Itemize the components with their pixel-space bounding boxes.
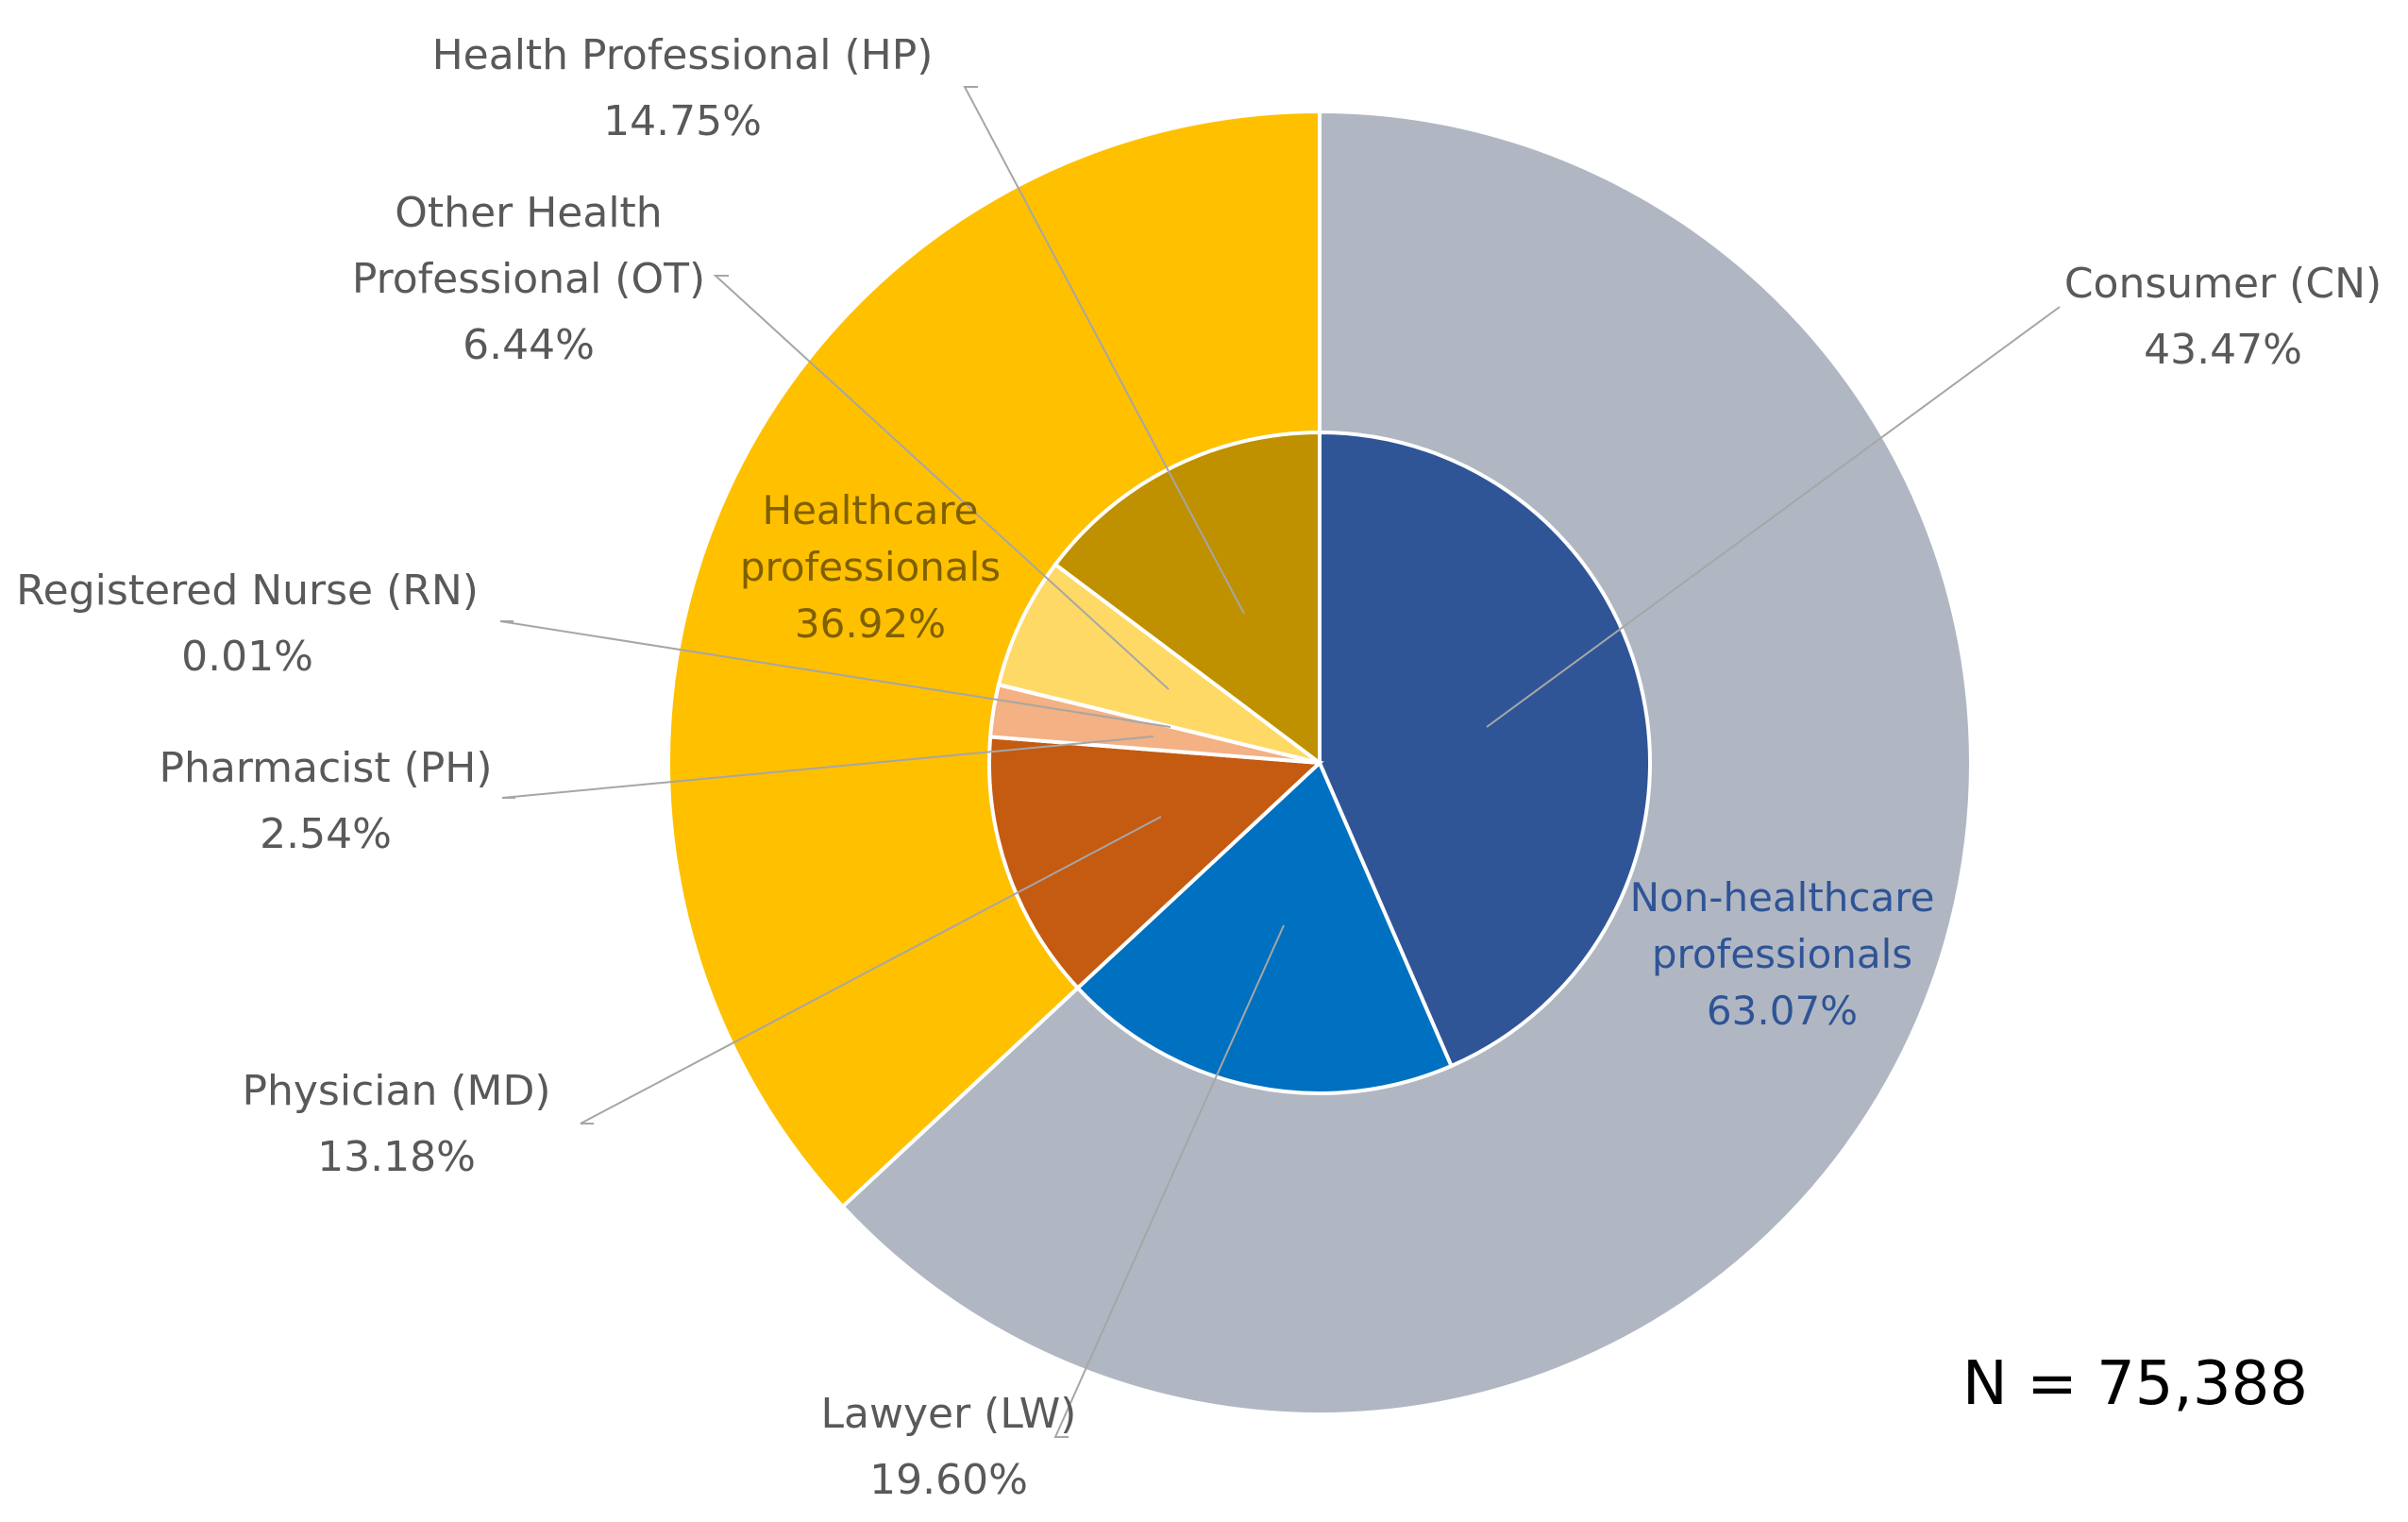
label-other-health-professional: Other Health Professional (OT) 6.44% bbox=[352, 189, 705, 369]
label-consumer: Consumer (CN) 43.47% bbox=[2064, 260, 2382, 374]
value-physician: 13.18% bbox=[317, 1133, 476, 1181]
label-physician: Physician (MD) 13.18% bbox=[242, 1067, 550, 1181]
outer-slice-healthcare-professionals bbox=[666, 109, 1322, 1209]
label-health-professional: Health Professional (HP) 14.75% bbox=[432, 31, 934, 145]
inner-slice-physician bbox=[987, 735, 1324, 991]
inner-slice-other-health-professional bbox=[996, 562, 1322, 765]
group-label-healthcare-professionals: Healthcare professionals 36.92% bbox=[740, 487, 1001, 647]
leader-line-registered-nurse bbox=[499, 620, 1171, 728]
inner-slice-lawyer bbox=[1074, 759, 1455, 1095]
value-lawyer: 19.60% bbox=[869, 1456, 1028, 1504]
group-value-non-healthcare-professionals: 63.07% bbox=[1707, 988, 1858, 1034]
leader-line-consumer bbox=[1486, 306, 2061, 728]
value-other-health-professional: 6.44% bbox=[463, 321, 595, 369]
label-registered-nurse: Registered Nurse (RN) 0.01% bbox=[16, 567, 479, 681]
group-value-healthcare-professionals: 36.92% bbox=[795, 600, 946, 647]
value-registered-nurse: 0.01% bbox=[181, 633, 313, 681]
leader-line-lawyer bbox=[1053, 924, 1285, 1438]
leader-line-physician bbox=[580, 816, 1162, 1125]
label-lawyer: Lawyer (LW) 19.60% bbox=[821, 1390, 1077, 1504]
value-health-professional: 14.75% bbox=[603, 97, 762, 145]
leader-line-pharmacist bbox=[501, 736, 1154, 799]
group-label-non-healthcare-professionals: Non-healthcare professionals 63.07% bbox=[1630, 874, 1935, 1034]
inner-ring bbox=[987, 430, 1652, 1095]
sample-size-label: N = 75,388 bbox=[1962, 1349, 2308, 1419]
inner-slice-health-professional bbox=[1052, 430, 1322, 768]
leader-line-other-health-professional bbox=[713, 275, 1170, 690]
leader-line-health-professional bbox=[963, 86, 1245, 615]
leader-lines bbox=[499, 86, 2061, 1438]
value-consumer: 43.47% bbox=[2144, 326, 2302, 374]
label-pharmacist: Pharmacist (PH) 2.54% bbox=[159, 744, 492, 858]
slice-labels: Consumer (CN) 43.47% Lawyer (LW) 19.60% Phys… bbox=[16, 31, 2382, 1504]
value-pharmacist: 2.54% bbox=[260, 810, 392, 858]
inner-slice-consumer bbox=[1318, 430, 1652, 1069]
